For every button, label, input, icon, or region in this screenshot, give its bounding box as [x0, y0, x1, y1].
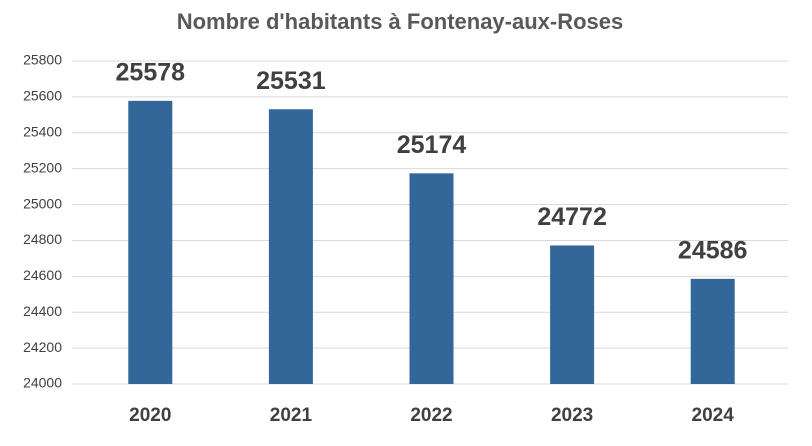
- x-tick-label: 2020: [129, 405, 171, 426]
- bar: [409, 173, 454, 384]
- y-tick-label: 25600: [23, 88, 62, 104]
- value-label: 25531: [256, 67, 326, 95]
- value-label: 25174: [397, 131, 467, 159]
- value-label: 25578: [116, 58, 186, 86]
- y-tick-label: 25800: [23, 52, 62, 68]
- x-tick-label: 2023: [551, 405, 593, 426]
- value-label: 24586: [678, 236, 748, 264]
- x-tick-label: 2021: [270, 405, 313, 426]
- chart-title: Nombre d'habitants à Fontenay-aux-Roses: [177, 9, 624, 34]
- value-label: 24772: [537, 203, 607, 231]
- x-tick-label: 2024: [692, 405, 735, 426]
- y-tick-label: 25200: [23, 159, 62, 175]
- bar: [268, 109, 313, 384]
- y-tick-label: 24600: [23, 267, 62, 283]
- y-tick-label: 25400: [23, 123, 62, 139]
- y-tick-label: 24400: [23, 303, 62, 319]
- bar: [128, 100, 173, 384]
- y-tick-label: 24800: [23, 231, 62, 247]
- y-tick-label: 24200: [23, 339, 62, 355]
- y-tick-label: 24000: [23, 375, 62, 391]
- bar: [550, 245, 595, 384]
- y-tick-label: 25000: [23, 195, 62, 211]
- x-tick-label: 2022: [410, 405, 452, 426]
- bar: [690, 278, 735, 384]
